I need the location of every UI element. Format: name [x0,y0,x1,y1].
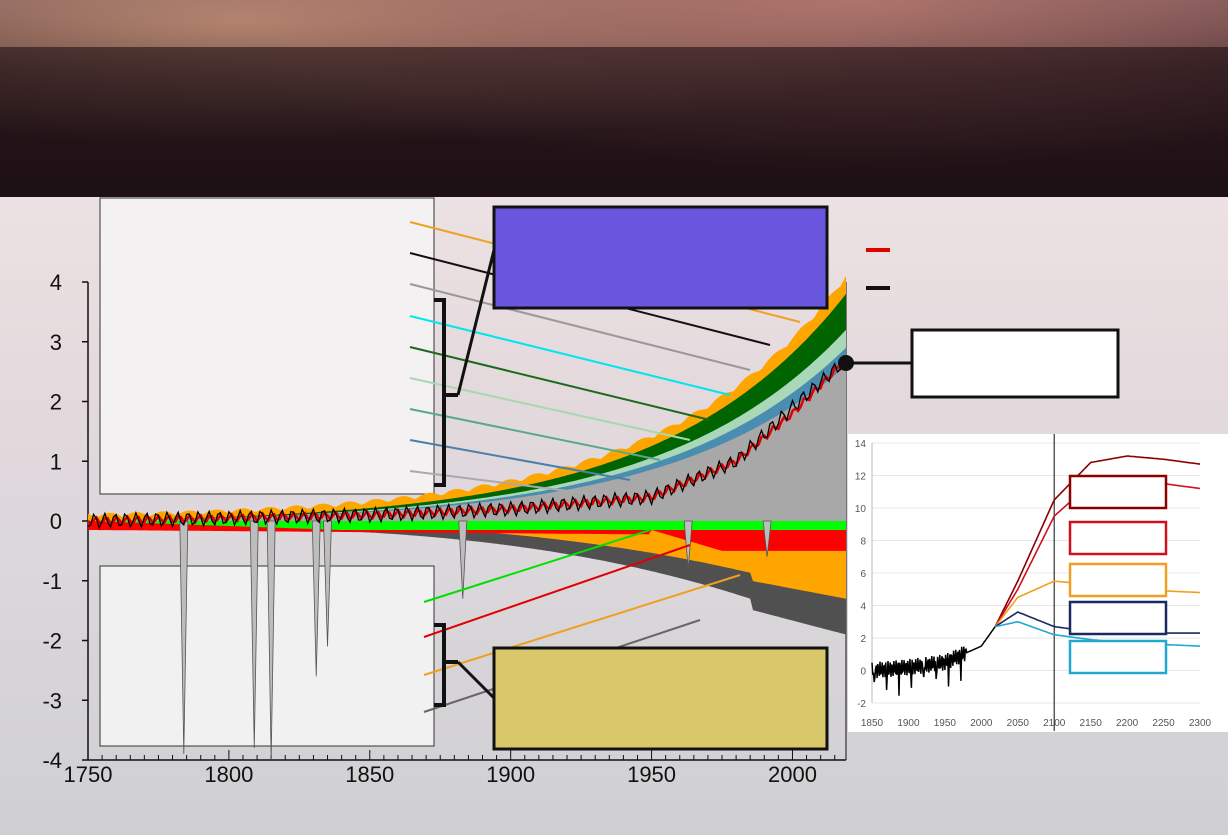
y-tick-label: -2 [42,629,62,654]
negative-area-layer [88,521,846,599]
volcanic-dip [266,520,276,761]
y-tick-label: 2 [50,390,62,415]
x-tick-label: 1800 [204,762,253,787]
negative-callout-box [492,646,829,751]
current-value-dot [838,355,854,371]
negative-leader-line [423,529,651,603]
inset-x-tick-label: 1950 [934,718,957,729]
positive-leader-line [409,283,751,371]
volcanic-dip [458,520,468,599]
total-forcing-line [87,355,847,530]
positive-leader-line [409,377,691,441]
positive-leader-line [409,346,711,421]
positive-bracket-pointer [456,249,496,396]
current-value-box [910,328,1120,399]
inset-y-tick-label: 4 [860,602,866,613]
inset-y-tick-label: -2 [857,699,866,710]
y-tick-label: 4 [50,270,62,295]
inset-legend-box [1068,600,1168,636]
volcanic-dip [311,520,321,677]
positive-leader-line [409,408,661,461]
positive-area-layer [88,365,846,521]
y-tick-label: -3 [42,688,62,713]
x-tick-label: 1950 [627,762,676,787]
inset-x-tick-label: 1900 [897,718,920,729]
negative-leader-line [423,574,741,676]
x-tick-label: 1750 [64,762,113,787]
inset-series-line [994,455,1201,627]
inset-x-tick-label: 2100 [1043,718,1066,729]
title-band [0,47,1228,197]
volcanic-dip [762,520,772,557]
inset-legend-box [1068,639,1168,675]
inset-y-tick-label: 8 [860,537,866,548]
positive-leader-line [409,315,731,396]
inset-y-tick-label: 12 [855,472,867,483]
x-tick-label: 1900 [486,762,535,787]
y-tick-label: 3 [50,330,62,355]
positive-bracket [434,298,458,487]
inset-x-tick-label: 2200 [1116,718,1139,729]
inset-x-tick-label: 2000 [970,718,993,729]
positive-leader-line [409,470,601,496]
inset-x-tick-label: 2250 [1152,718,1175,729]
negative-leader-line [423,544,691,638]
inset-x-tick-label: 2150 [1080,718,1103,729]
y-tick-label: 1 [50,449,62,474]
inset-legend [1068,474,1168,675]
inset-x-tick-label: 2050 [1007,718,1030,729]
inset-y-tick-label: 10 [855,504,867,515]
inset-x-tick-label: 2300 [1189,718,1212,729]
total-lines [86,355,848,530]
x-tick-label: 1850 [345,762,394,787]
negative-bracket-pointer [456,660,496,700]
x-tick-label: 2000 [768,762,817,787]
inset-x-tick-label: 1850 [861,718,884,729]
total-forcing-line [86,355,848,527]
inset-legend-box [1068,520,1168,556]
positive-callout-box [492,205,829,310]
positive-leader-line [409,439,631,481]
inset-legend-box [1068,474,1168,510]
negative-forcing-panel [99,565,435,747]
inset-y-tick-label: 2 [860,634,866,645]
negative-bracket [434,623,458,707]
inset-y-tick-label: 6 [860,569,866,580]
y-tick-label: -1 [42,569,62,594]
inset-series-line [871,626,996,696]
positive-forcing-panel [99,197,435,495]
y-tick-label: 0 [50,509,62,534]
inset-y-tick-label: 0 [860,667,866,678]
y-tick-label: -4 [42,748,62,773]
inset-y-tick-label: 14 [855,439,867,450]
inset-legend-box [1068,562,1168,598]
